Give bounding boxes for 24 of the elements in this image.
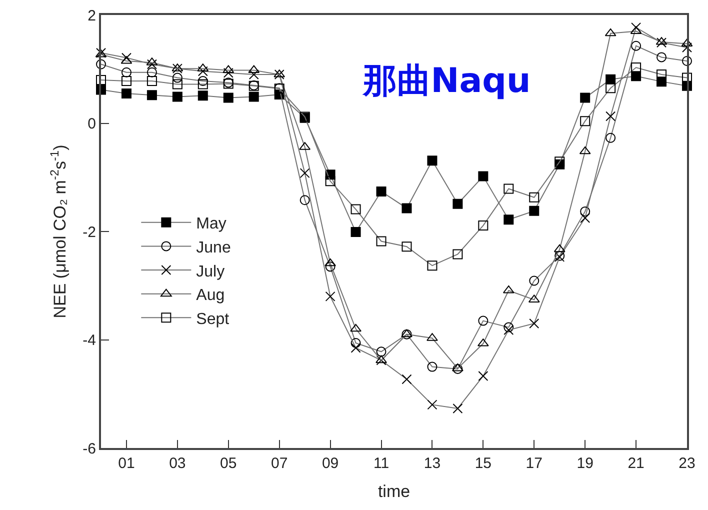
y-tick-label: -4 — [82, 332, 96, 349]
x-tick-label: 23 — [678, 455, 696, 472]
legend-label: Aug — [196, 287, 225, 304]
y-tick-label: -6 — [82, 440, 96, 458]
text: 那曲Naqu — [362, 60, 531, 101]
x-tick-label: 21 — [628, 455, 644, 472]
y-tick-label: -2 — [82, 224, 96, 241]
x-tick-label: 15 — [474, 455, 492, 472]
legend-label: June — [196, 239, 231, 256]
x-tick-label: 01 — [118, 455, 135, 472]
x-tick-label: 19 — [576, 455, 594, 472]
legend-label: Sept — [196, 310, 230, 328]
x-tick-label: 05 — [220, 455, 237, 472]
legend-label: May — [196, 216, 226, 233]
x-axis-title: time — [378, 482, 410, 501]
y-tick-label: 0 — [88, 116, 96, 132]
legend-label: July — [196, 263, 225, 280]
x-tick-label: 11 — [373, 455, 390, 472]
x-tick-label: 09 — [322, 455, 339, 472]
x-tick-label: 17 — [526, 455, 542, 472]
x-tick-label: 13 — [424, 455, 441, 472]
x-tick-label: 07 — [271, 455, 288, 472]
y-tick-label: 2 — [88, 7, 96, 24]
x-tick-label: 03 — [169, 455, 186, 472]
